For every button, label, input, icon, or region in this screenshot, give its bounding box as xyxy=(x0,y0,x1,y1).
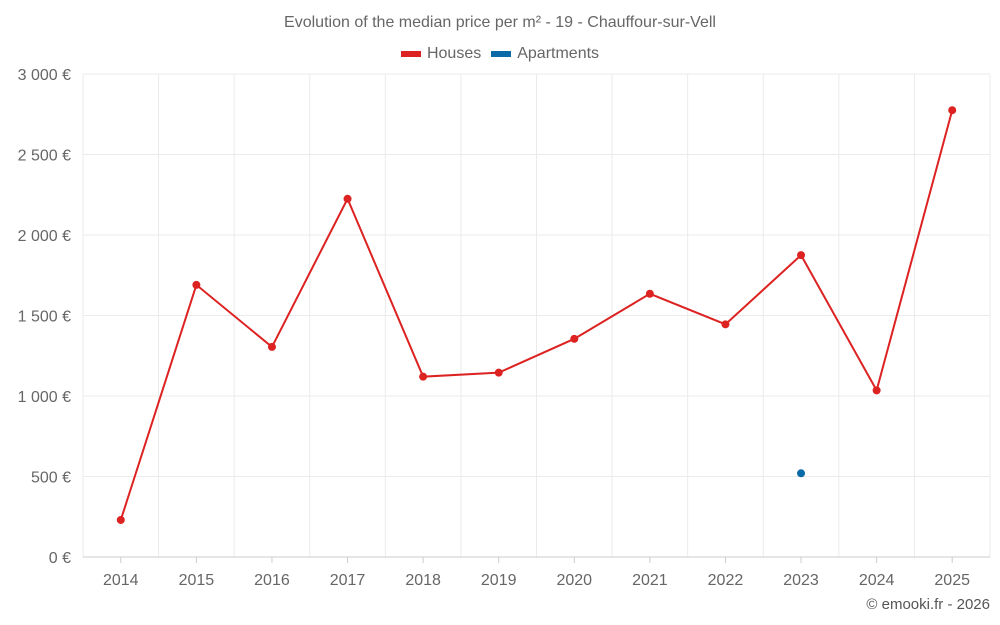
copyright-footer: © emooki.fr - 2026 xyxy=(866,596,990,613)
x-tick-label: 2021 xyxy=(632,572,668,589)
y-tick-label: 1 500 € xyxy=(18,309,71,326)
legend-swatch-apartments xyxy=(491,51,512,57)
data-point-houses xyxy=(948,106,957,115)
legend-item-apartments[interactable]: Apartments xyxy=(491,45,599,63)
x-tick-label: 2015 xyxy=(179,572,215,589)
data-point-houses xyxy=(494,368,503,377)
x-tick-label: 2022 xyxy=(708,572,744,589)
y-tick-label: 1 000 € xyxy=(18,389,71,406)
data-point-houses xyxy=(645,289,654,298)
data-point-houses xyxy=(267,342,276,351)
legend-label-apartments: Apartments xyxy=(517,45,600,62)
data-point-houses xyxy=(721,320,730,329)
data-point-houses xyxy=(570,334,579,343)
legend: Houses Apartments xyxy=(0,45,1000,63)
data-point-houses xyxy=(192,280,201,289)
data-point-houses xyxy=(419,372,428,381)
x-tick-label: 2016 xyxy=(254,572,290,589)
y-tick-label: 3 000 € xyxy=(18,67,71,84)
data-point-houses xyxy=(872,386,881,395)
legend-label-houses: Houses xyxy=(426,45,482,62)
x-tick-label: 2014 xyxy=(103,572,139,589)
y-tick-label: 2 500 € xyxy=(18,148,71,165)
x-tick-label: 2025 xyxy=(934,572,970,589)
x-tick-label: 2017 xyxy=(330,572,366,589)
x-tick-label: 2023 xyxy=(783,572,819,589)
x-tick-label: 2018 xyxy=(405,572,441,589)
series-line-houses xyxy=(119,109,954,521)
legend-item-houses[interactable]: Houses xyxy=(400,45,482,63)
y-tick-label: 0 € xyxy=(49,550,71,567)
y-tick-label: 500 € xyxy=(31,470,71,487)
legend-swatch-houses xyxy=(400,51,421,57)
x-tick-label: 2024 xyxy=(859,572,895,589)
y-tick-label: 2 000 € xyxy=(18,228,71,245)
data-point-houses xyxy=(343,194,352,203)
x-tick-label: 2020 xyxy=(556,572,592,589)
x-tick-label: 2019 xyxy=(481,572,517,589)
data-point-apartments xyxy=(797,469,806,478)
data-point-houses xyxy=(797,251,806,260)
chart-title: Evolution of the median price per m² - 1… xyxy=(284,14,716,31)
data-point-houses xyxy=(116,515,125,524)
